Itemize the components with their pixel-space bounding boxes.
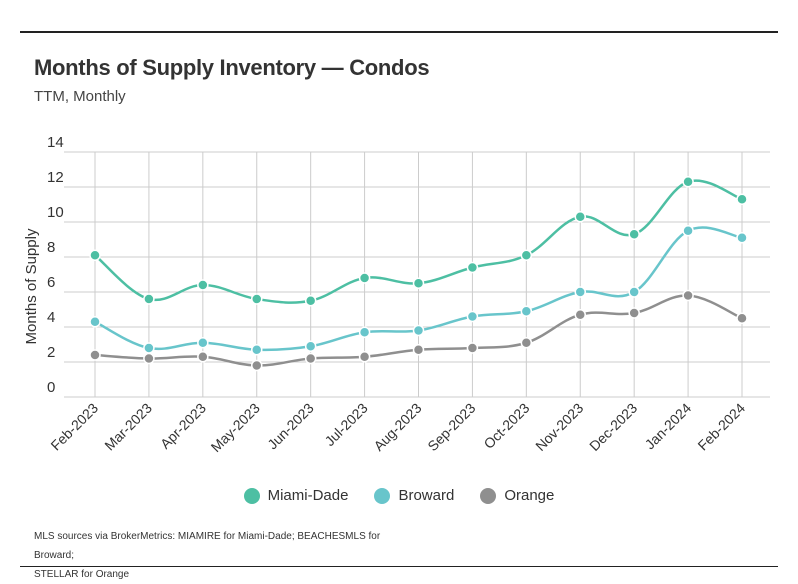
data-point-broward bbox=[520, 305, 533, 317]
x-tick-label: Oct-2023 bbox=[480, 400, 532, 452]
data-point-orange bbox=[682, 289, 694, 302]
data-point-broward bbox=[197, 337, 209, 349]
top-rule bbox=[20, 31, 778, 33]
data-point-miami-dade bbox=[682, 176, 694, 188]
x-tick-label: Jun-2023 bbox=[264, 400, 317, 453]
data-point-orange bbox=[520, 337, 533, 349]
line-chart: 0 2 4 6 8 10 12 14 Feb-2023 Mar-2023 Apr-2023May-2… bbox=[23, 134, 770, 455]
legend-swatch bbox=[374, 487, 391, 504]
x-tick-label: Jul-2023 bbox=[321, 400, 370, 449]
data-point-broward bbox=[682, 225, 694, 237]
x-tick-label: Mar-2023 bbox=[101, 400, 155, 454]
x-tick-label: Jan-2024 bbox=[642, 400, 695, 453]
data-point-broward bbox=[574, 286, 586, 298]
y-tick-label: 12 bbox=[47, 169, 64, 186]
data-point-miami-dade bbox=[89, 249, 101, 261]
y-axis-label: Months of Supply bbox=[23, 228, 40, 344]
x-tick-label: Sep-2023 bbox=[424, 400, 478, 454]
chart-title: Months of Supply Inventory — Condos bbox=[34, 55, 430, 80]
data-point-orange bbox=[251, 359, 263, 372]
data-point-miami-dade bbox=[628, 228, 640, 240]
data-point-orange bbox=[358, 351, 371, 363]
legend-label: Broward bbox=[398, 487, 455, 504]
bottom-rule bbox=[20, 566, 778, 567]
x-tick-label: May-2023 bbox=[208, 400, 263, 455]
x-tick-label: Feb-2023 bbox=[47, 400, 101, 454]
legend-label: Miami-Dade bbox=[267, 487, 349, 504]
x-tick-label: Nov-2023 bbox=[532, 400, 586, 454]
legend-swatch bbox=[480, 487, 497, 504]
legend-swatch bbox=[243, 487, 260, 504]
chart-legend: Miami-Dade Broward Orange bbox=[0, 487, 798, 504]
data-point-orange bbox=[412, 344, 425, 356]
data-point-miami-dade bbox=[574, 211, 586, 223]
data-point-miami-dade bbox=[736, 193, 748, 205]
data-point-miami-dade bbox=[251, 293, 263, 305]
data-point-broward bbox=[89, 316, 101, 328]
x-tick-label: Aug-2023 bbox=[370, 400, 424, 454]
data-point-broward bbox=[628, 286, 640, 298]
data-point-orange bbox=[466, 342, 479, 354]
y-tick-label: 2 bbox=[47, 344, 55, 361]
data-point-orange bbox=[628, 307, 640, 319]
data-point-broward bbox=[466, 310, 479, 323]
legend-label: Orange bbox=[504, 487, 555, 504]
data-point-orange bbox=[89, 349, 101, 361]
data-point-orange bbox=[143, 352, 155, 365]
data-point-orange bbox=[736, 312, 748, 324]
data-point-miami-dade bbox=[304, 295, 317, 307]
data-point-orange bbox=[197, 351, 209, 363]
legend-item-miami-dade: Miami-Dade bbox=[243, 487, 349, 504]
data-point-broward bbox=[358, 326, 371, 338]
data-point-miami-dade bbox=[412, 277, 425, 289]
data-point-broward bbox=[736, 232, 748, 244]
source-line-1: MLS sources via BrokerMetrics: MIAMIRE f… bbox=[34, 531, 381, 561]
y-tick-label: 10 bbox=[47, 204, 64, 221]
data-point-orange bbox=[574, 309, 586, 321]
legend-item-broward: Broward bbox=[374, 487, 454, 504]
y-tick-label: 6 bbox=[47, 274, 55, 291]
x-tick-label: Dec-2023 bbox=[586, 400, 640, 454]
legend-item-orange: Orange bbox=[480, 487, 554, 504]
data-point-miami-dade bbox=[520, 249, 533, 261]
data-point-miami-dade bbox=[466, 261, 479, 274]
y-tick-label: 0 bbox=[47, 379, 55, 396]
x-tick-label: Feb-2024 bbox=[694, 400, 748, 454]
data-point-broward bbox=[412, 324, 425, 337]
source-note: MLS sources via BrokerMetrics: MIAMIRE f… bbox=[34, 527, 394, 584]
y-tick-label: 14 bbox=[47, 134, 64, 151]
data-point-miami-dade bbox=[197, 279, 209, 291]
x-tick-label: Apr-2023 bbox=[157, 400, 209, 452]
data-point-miami-dade bbox=[143, 293, 155, 305]
y-tick-label: 4 bbox=[47, 309, 55, 326]
data-point-miami-dade bbox=[358, 272, 371, 284]
chart-subtitle: TTM, Monthly bbox=[34, 88, 126, 105]
data-point-broward bbox=[304, 340, 317, 352]
data-point-broward bbox=[143, 342, 155, 354]
data-point-broward bbox=[251, 344, 263, 356]
data-point-orange bbox=[304, 352, 317, 365]
y-tick-label: 8 bbox=[47, 239, 55, 256]
